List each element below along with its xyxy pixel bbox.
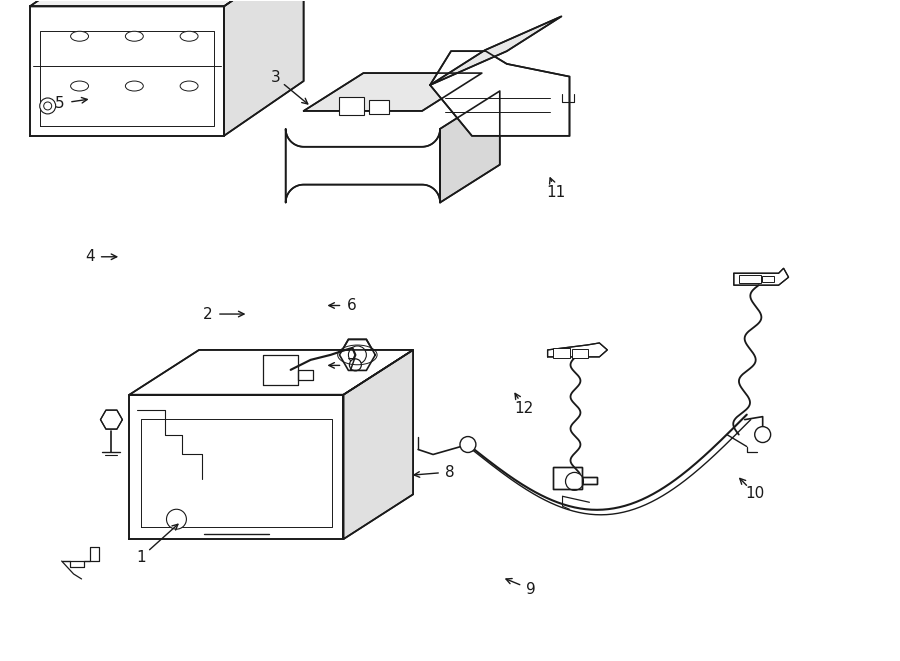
Text: 7: 7 — [346, 358, 356, 373]
Bar — [553, 348, 571, 358]
Polygon shape — [30, 0, 303, 7]
Ellipse shape — [180, 81, 198, 91]
Ellipse shape — [125, 31, 143, 41]
Text: 9: 9 — [526, 582, 536, 597]
Circle shape — [349, 359, 362, 371]
Polygon shape — [130, 395, 344, 539]
Polygon shape — [339, 339, 375, 370]
Circle shape — [565, 473, 583, 490]
Text: 3: 3 — [270, 69, 280, 85]
Bar — [339, 97, 365, 115]
Text: 2: 2 — [203, 307, 212, 321]
Circle shape — [348, 346, 366, 364]
Polygon shape — [61, 547, 100, 567]
Polygon shape — [224, 0, 303, 136]
Text: 6: 6 — [346, 298, 356, 313]
Ellipse shape — [70, 31, 88, 41]
Polygon shape — [734, 268, 788, 285]
Ellipse shape — [125, 81, 143, 91]
Polygon shape — [430, 51, 570, 136]
Text: 4: 4 — [85, 249, 94, 264]
Circle shape — [166, 509, 186, 529]
Text: 5: 5 — [55, 96, 65, 111]
Text: 1: 1 — [136, 550, 146, 565]
Circle shape — [44, 102, 51, 110]
Polygon shape — [440, 91, 500, 202]
Polygon shape — [547, 343, 608, 357]
Polygon shape — [553, 467, 598, 489]
Text: 10: 10 — [745, 486, 764, 501]
Polygon shape — [303, 73, 482, 111]
Ellipse shape — [70, 81, 88, 91]
Circle shape — [755, 426, 770, 442]
Circle shape — [40, 98, 56, 114]
Polygon shape — [263, 355, 312, 385]
Bar — [369, 100, 390, 114]
Text: 12: 12 — [515, 401, 534, 416]
Text: 11: 11 — [546, 185, 565, 200]
Polygon shape — [101, 410, 122, 429]
Text: 8: 8 — [446, 465, 454, 479]
Bar — [739, 275, 760, 283]
Bar — [761, 276, 774, 282]
Ellipse shape — [180, 31, 198, 41]
Polygon shape — [430, 17, 562, 85]
Bar — [572, 349, 589, 358]
Polygon shape — [344, 350, 413, 539]
Polygon shape — [30, 7, 224, 136]
Circle shape — [460, 436, 476, 453]
Polygon shape — [130, 350, 413, 395]
Polygon shape — [285, 129, 440, 202]
